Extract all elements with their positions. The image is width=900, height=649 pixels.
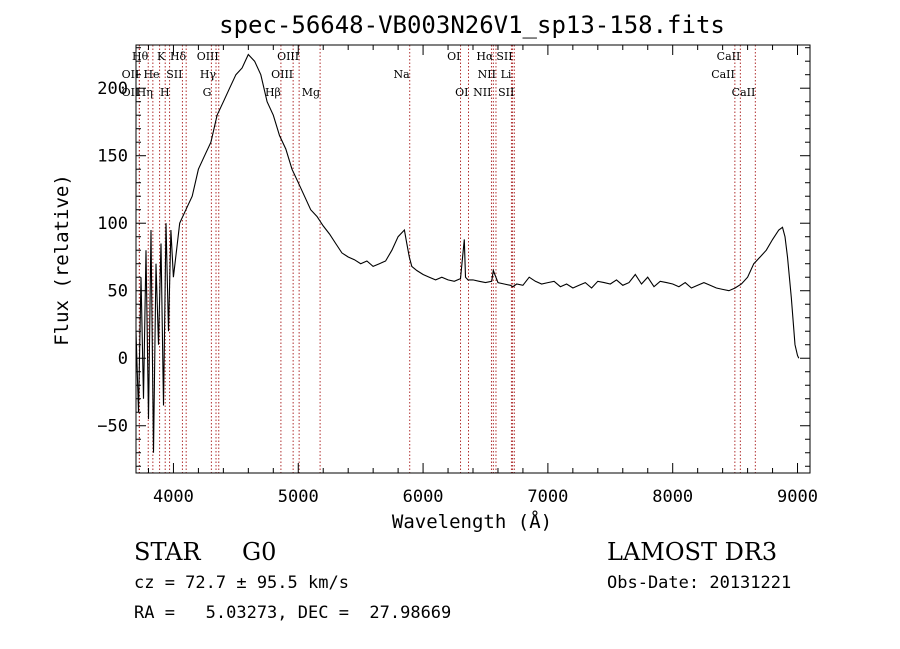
line-label-NII: NII [473, 86, 491, 99]
x-tick-label: 5000 [278, 487, 319, 507]
x-axis-ticks: 4000 5000 6000 7000 8000 9000 [147, 45, 818, 507]
redshift-readout: cz = 72.7 ± 95.5 km/s [134, 573, 349, 593]
line-label-Hα: Hα [476, 50, 494, 63]
line-label-NII: NII [478, 68, 496, 81]
y-axis-ticks: −50 0 50 100 150 200 [97, 47, 810, 467]
line-label-OI: OI [455, 86, 468, 99]
line-label-CaII: CaII [717, 50, 741, 63]
line-label-Hη: Hη [137, 86, 153, 99]
line-label-OII: OII [122, 68, 140, 81]
y-tick-label: 150 [97, 147, 128, 167]
line-label-OI: OI [447, 50, 460, 63]
flux-curve [135, 53, 800, 453]
line-label-Li: Li [501, 68, 512, 81]
line-label-SII: SII [166, 68, 182, 81]
x-tick-label: 8000 [652, 487, 693, 507]
line-label-H: H [160, 86, 170, 99]
spectral-line-markers [138, 45, 756, 473]
line-label-Hδ: Hδ [170, 50, 187, 63]
y-axis-label: Flux (relative) [51, 174, 73, 346]
obs-date: Obs-Date: 20131221 [607, 573, 792, 593]
line-label-Mg: Mg [302, 86, 320, 99]
line-label-Na: Na [394, 68, 411, 81]
line-label-G: G [203, 86, 212, 99]
plot-frame [135, 44, 811, 474]
line-label-Hβ: Hβ [265, 86, 281, 99]
x-tick-label: 4000 [153, 487, 194, 507]
x-tick-label: 7000 [527, 487, 568, 507]
coordinates: RA = 5.03273, DEC = 27.98669 [134, 603, 452, 623]
y-tick-label: 100 [97, 214, 128, 234]
line-label-SII: SII [496, 50, 512, 63]
x-tick-label: 6000 [403, 487, 444, 507]
line-label-CaII: CaII [732, 86, 756, 99]
survey-name: LAMOST DR3 [607, 538, 778, 566]
line-label-He: He [143, 68, 159, 81]
line-label-OIII: OIII [277, 50, 299, 63]
y-tick-label: 200 [97, 79, 128, 99]
line-label-OIII: OIII [271, 68, 293, 81]
x-axis-label: Wavelength (Å) [392, 510, 552, 533]
line-label-Hγ: Hγ [200, 68, 217, 81]
y-tick-label: −50 [97, 417, 128, 437]
chart-title: spec-56648-VB003N26V1_sp13-158.fits [219, 11, 725, 39]
line-label-OII: OII [122, 86, 140, 99]
y-tick-label: 0 [118, 349, 128, 369]
y-tick-label: 50 [108, 282, 128, 302]
line-label-SII: SII [498, 86, 514, 99]
line-label-K: K [157, 50, 166, 63]
line-label-CaII: CaII [711, 68, 735, 81]
star-subclass: G0 [242, 538, 277, 566]
line-label-OIII: OIII [197, 50, 219, 63]
x-tick-label: 9000 [777, 487, 818, 507]
star-class: STAR [134, 538, 201, 566]
